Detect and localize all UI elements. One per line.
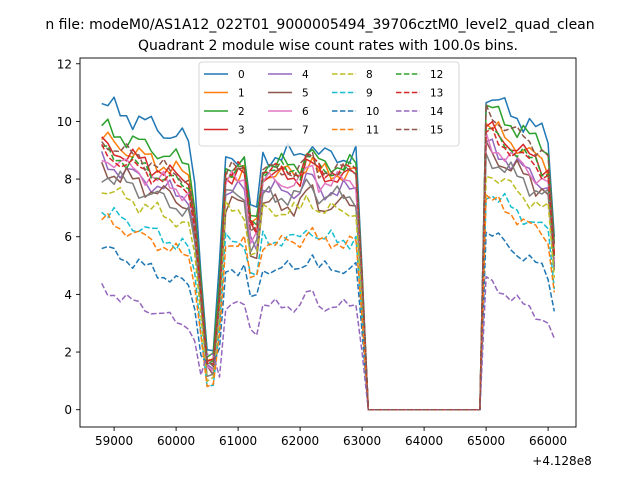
legend-label-8: 8 (366, 69, 373, 81)
figure-suptitle: n file: modeM0/AS1A12_022T01_9000005494_… (45, 17, 594, 33)
x-tick-label: 66000 (529, 434, 567, 448)
series-line-14 (101, 275, 555, 411)
legend-label-10: 10 (366, 106, 379, 118)
legend-label-7: 7 (302, 125, 309, 137)
x-tick-label: 64000 (405, 434, 443, 448)
axes-layer: 59000 60000 61000 62000 63000 64000 65000 66000… (57, 57, 567, 448)
x-tick-label: 60000 (157, 434, 195, 448)
chart-title: Quadrant 2 module wise count rates with … (138, 38, 518, 54)
legend-label-11: 11 (366, 125, 379, 137)
legend-label-4: 4 (302, 69, 309, 81)
y-tick-label: 2 (64, 346, 72, 360)
legend-label-13: 13 (430, 88, 443, 100)
series-line-15 (101, 103, 556, 411)
legend-label-1: 1 (238, 88, 245, 100)
x-tick-label: 61000 (219, 434, 257, 448)
legend-label-5: 5 (302, 88, 309, 100)
series-line-9 (101, 192, 556, 411)
legend-label-14: 14 (430, 106, 444, 118)
y-tick-label: 6 (64, 230, 72, 244)
legend-label-2: 2 (238, 106, 245, 118)
legend-label-6: 6 (302, 106, 309, 118)
legend-label-3: 3 (238, 125, 245, 137)
x-tick-label: 62000 (281, 434, 319, 448)
y-tick-label: 10 (57, 115, 72, 129)
legend-box (198, 61, 460, 147)
x-tick-label: 63000 (343, 434, 381, 448)
legend-label-0: 0 (238, 69, 245, 81)
legend-label-9: 9 (366, 88, 373, 100)
series-layer (100, 96, 556, 411)
x-offset-label: +4.128e8 (532, 454, 591, 468)
y-tick-label: 8 (64, 173, 72, 187)
legend-label-15: 15 (430, 125, 443, 137)
y-tick-label: 12 (57, 57, 72, 71)
x-tick-label: 65000 (467, 434, 505, 448)
plot-frame (79, 57, 577, 428)
y-tick-label: 4 (64, 288, 72, 302)
x-tick-label: 59000 (95, 434, 133, 448)
series-line-10 (101, 231, 556, 411)
legend-label-12: 12 (430, 69, 443, 81)
y-tick-label: 0 (64, 403, 72, 417)
series-line-11 (101, 194, 556, 411)
